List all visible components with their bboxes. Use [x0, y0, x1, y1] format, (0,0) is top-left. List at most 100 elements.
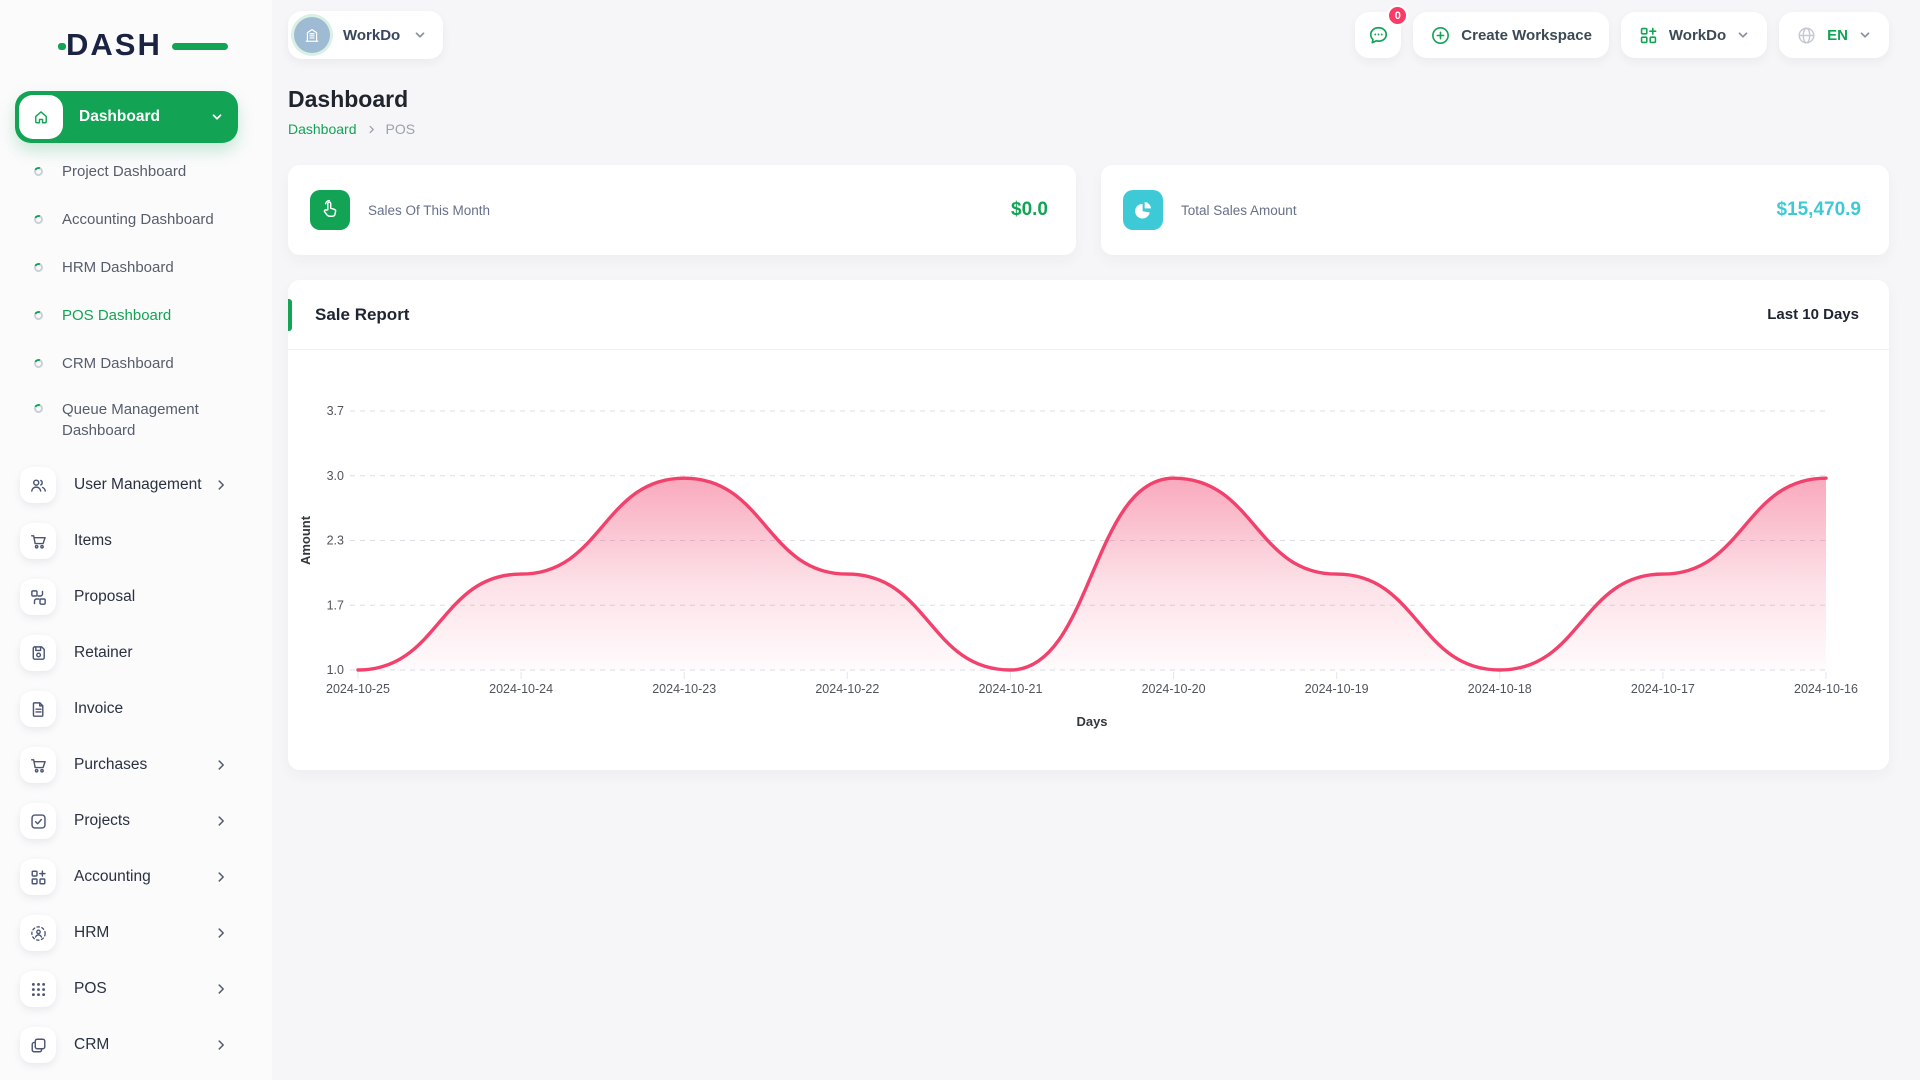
- menu-icon-box: [20, 859, 56, 895]
- chevron-right-icon: [214, 982, 228, 996]
- sidebar-subitem-project-dashboard[interactable]: Project Dashboard: [0, 147, 272, 195]
- cart-icon: [29, 756, 48, 775]
- plus-circle-icon: [1430, 25, 1451, 46]
- topbar-actions: 0 Create Workspace WorkDo EN: [1355, 5, 1889, 58]
- language-switcher[interactable]: EN: [1779, 12, 1889, 58]
- users-icon: [29, 476, 48, 495]
- area-fill: [358, 478, 1826, 670]
- sidebar-subitem-queue-management-dashboard[interactable]: Queue Management Dashboard: [0, 387, 272, 453]
- globe-icon: [1796, 25, 1817, 46]
- bullet-icon: [32, 213, 45, 225]
- x-tick-label: 2024-10-23: [652, 682, 716, 696]
- sidebar-item-dashboard[interactable]: Dashboard: [15, 91, 238, 143]
- workspace-switcher[interactable]: WorkDo: [1620, 12, 1768, 58]
- pie-icon: [1132, 199, 1154, 221]
- x-tick-label: 2024-10-24: [489, 682, 553, 696]
- sidebar: DASH Dashboard Project Dashboard Accounti…: [0, 0, 272, 1080]
- x-tick-label: 2024-10-25: [326, 682, 390, 696]
- sidebar-item-label: Invoice: [74, 700, 124, 717]
- sidebar-item-items[interactable]: Items: [0, 513, 272, 569]
- chevron-right-icon: [214, 478, 228, 492]
- x-tick-label: 2024-10-20: [1142, 682, 1206, 696]
- tap-icon: [319, 199, 341, 221]
- dots-grid-icon: [29, 980, 48, 999]
- sidebar-item-label: Retainer: [74, 644, 133, 661]
- sidebar-item-proposal[interactable]: Proposal: [0, 569, 272, 625]
- topbar: WorkDo 0 Create Workspace WorkDo: [272, 0, 1920, 70]
- bullet-icon: [32, 165, 45, 177]
- sidebar-subitem-hrm-dashboard[interactable]: HRM Dashboard: [0, 243, 272, 291]
- language-label: EN: [1827, 26, 1848, 44]
- stats-row: Sales Of This Month $0.0 Total Sales Amoun…: [288, 165, 1889, 255]
- crm-icon: [29, 1036, 48, 1055]
- menu-icon-box: [20, 1027, 56, 1063]
- y-tick-label: 3.0: [327, 469, 344, 483]
- x-tick-label: 2024-10-18: [1468, 682, 1532, 696]
- create-workspace-button[interactable]: Create Workspace: [1413, 12, 1609, 58]
- retainer-icon: [29, 644, 48, 663]
- chevron-down-icon: [413, 28, 427, 42]
- chevron-right-icon: [214, 814, 228, 828]
- sale-report-range: Last 10 Days: [1767, 306, 1859, 323]
- dashboard-submenu: Project Dashboard Accounting Dashboard HRM…: [0, 147, 272, 453]
- sidebar-item-pos[interactable]: POS: [0, 961, 272, 1017]
- messages-button[interactable]: 0: [1355, 5, 1409, 58]
- y-tick-label: 3.7: [327, 404, 344, 418]
- sidebar-item-crm[interactable]: CRM: [0, 1017, 272, 1073]
- sale-report-chart-body: 1.0 1.7 2.3 3.0 3.7 2024-10-25 2024-10-24 2024-…: [288, 350, 1889, 750]
- chevron-down-icon: [210, 110, 224, 124]
- brand-logo-dot: [58, 43, 66, 50]
- home-icon: [32, 108, 50, 126]
- check-square-icon: [29, 812, 48, 831]
- stat-card-sales-of-this-month: Sales Of This Month $0.0: [288, 165, 1076, 255]
- bullet-icon: [32, 261, 45, 273]
- workspace-avatar: [294, 17, 330, 53]
- sidebar-item-invoice[interactable]: Invoice: [0, 681, 272, 737]
- workspace-switcher-label: WorkDo: [1668, 26, 1727, 44]
- menu-icon-box: [20, 691, 56, 727]
- menu-icon-box: [20, 971, 56, 1007]
- stat-icon-box: [310, 190, 350, 230]
- sidebar-item-label: Dashboard: [79, 108, 160, 125]
- proposal-icon: [29, 588, 48, 607]
- y-tick-label: 2.3: [327, 534, 344, 548]
- sidebar-item-label: Projects: [74, 812, 130, 829]
- breadcrumb-current: POS: [385, 121, 416, 137]
- brand-logo-text: DASH: [66, 27, 162, 62]
- page-content: Dashboard Dashboard POS Sales Of This Mon…: [272, 70, 1920, 770]
- chevron-right-icon: [214, 758, 228, 772]
- grid-plus-icon: [1638, 25, 1659, 46]
- sidebar-subitem-accounting-dashboard[interactable]: Accounting Dashboard: [0, 195, 272, 243]
- invoice-icon: [29, 700, 48, 719]
- y-tick-label: 1.0: [327, 663, 344, 677]
- sidebar-item-projects[interactable]: Projects: [0, 793, 272, 849]
- x-tick-label: 2024-10-17: [1631, 682, 1695, 696]
- sidebar-subitem-crm-dashboard[interactable]: CRM Dashboard: [0, 339, 272, 387]
- menu-icon-box: [20, 579, 56, 615]
- sidebar-menu: User Management Items Proposal Retainer Invo…: [0, 457, 272, 1073]
- hrm-icon: [29, 924, 48, 943]
- breadcrumb-link-dashboard[interactable]: Dashboard: [288, 121, 357, 137]
- sidebar-item-retainer[interactable]: Retainer: [0, 625, 272, 681]
- y-axis-title: Amount: [298, 515, 313, 565]
- sidebar-item-accounting[interactable]: Accounting: [0, 849, 272, 905]
- y-tick-label: 1.7: [327, 598, 344, 612]
- sidebar-subitem-label: Project Dashboard: [62, 162, 187, 180]
- workspace-pill[interactable]: WorkDo: [288, 11, 444, 59]
- stat-value: $15,470.9: [1776, 199, 1861, 220]
- menu-icon-box: [20, 803, 56, 839]
- sidebar-item-label: Accounting: [74, 868, 151, 885]
- menu-icon-box: [20, 635, 56, 671]
- sidebar-item-user-management[interactable]: User Management: [0, 457, 272, 513]
- sidebar-item-purchases[interactable]: Purchases: [0, 737, 272, 793]
- sale-report-card: Sale Report Last 10 Days 1.0 1.7 2.3 3.0 3.7…: [288, 280, 1889, 770]
- sidebar-item-label: Proposal: [74, 588, 136, 605]
- create-workspace-label: Create Workspace: [1461, 26, 1592, 44]
- sales-area-chart: 1.0 1.7 2.3 3.0 3.7 2024-10-25 2024-10-24 2024-…: [298, 404, 1858, 729]
- sidebar-item-label: Items: [74, 532, 112, 549]
- sidebar-subitem-pos-dashboard[interactable]: POS Dashboard: [0, 291, 272, 339]
- sidebar-item-hrm[interactable]: HRM: [0, 905, 272, 961]
- messages-badge: 0: [1387, 5, 1409, 26]
- brand-logo[interactable]: DASH: [58, 24, 228, 66]
- sidebar-subitem-label: Queue Management Dashboard: [62, 401, 199, 439]
